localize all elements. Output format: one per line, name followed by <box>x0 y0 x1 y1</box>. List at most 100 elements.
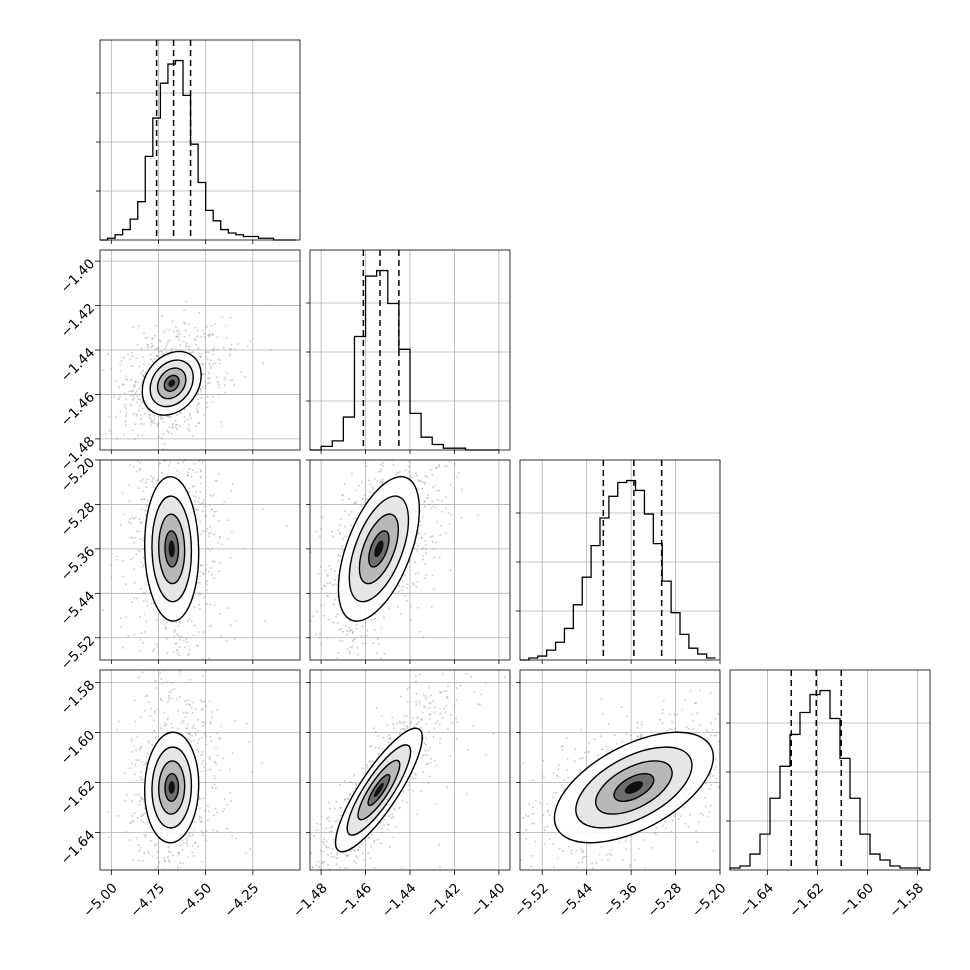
sample-point <box>392 727 395 730</box>
sample-point <box>189 834 192 837</box>
sample-point <box>199 469 202 472</box>
sample-point <box>607 723 610 725</box>
sample-point <box>199 699 202 702</box>
sample-point <box>318 636 321 639</box>
sample-point <box>205 385 208 387</box>
sample-point <box>398 720 401 723</box>
sample-point <box>437 499 440 501</box>
sample-point <box>217 393 220 396</box>
sample-point <box>132 466 135 469</box>
sample-point <box>431 574 434 577</box>
sample-point <box>146 752 149 755</box>
sample-point <box>120 626 123 628</box>
sample-point <box>215 480 218 482</box>
sample-point <box>130 600 133 603</box>
sample-point <box>203 596 206 599</box>
sample-point <box>129 518 132 521</box>
sample-point <box>190 620 193 623</box>
sample-point <box>150 358 152 361</box>
sample-point <box>179 638 181 641</box>
sample-point <box>206 396 209 399</box>
sample-point <box>194 731 197 734</box>
sample-point <box>144 337 147 340</box>
sample-point <box>133 596 135 599</box>
sample-point <box>134 392 137 395</box>
sample-point <box>587 751 590 754</box>
sample-point <box>351 645 354 648</box>
sample-point <box>151 360 154 363</box>
sample-point <box>128 358 131 361</box>
sample-point <box>226 607 229 610</box>
sample-point <box>229 379 232 382</box>
sample-point <box>380 468 383 470</box>
sample-point <box>445 690 448 692</box>
sample-point <box>175 336 177 338</box>
sample-point <box>374 477 377 480</box>
sample-point <box>157 421 160 424</box>
sample-point <box>326 853 329 856</box>
sample-point <box>418 630 421 633</box>
sample-point <box>371 760 374 763</box>
sample-point <box>203 732 206 735</box>
sample-point <box>201 362 204 365</box>
sample-point <box>349 652 351 655</box>
sample-point <box>205 829 208 832</box>
sample-point <box>349 646 352 649</box>
sample-point <box>196 348 199 351</box>
sample-point <box>329 831 332 833</box>
sample-point <box>250 831 253 834</box>
sample-point <box>140 745 143 748</box>
sample-point <box>577 861 580 864</box>
sample-point <box>424 544 427 547</box>
sample-point <box>433 727 436 730</box>
sample-point <box>319 535 321 538</box>
sample-point <box>685 726 688 729</box>
sample-point <box>203 413 206 416</box>
sample-point <box>145 762 148 765</box>
sample-point <box>215 510 218 513</box>
sample-point <box>145 600 148 603</box>
sample-point <box>194 507 197 510</box>
sample-point <box>216 380 219 383</box>
sample-point <box>141 401 144 404</box>
sample-point <box>415 474 418 477</box>
sample-point <box>221 425 224 428</box>
sample-point <box>197 398 200 401</box>
sample-point <box>183 335 186 338</box>
sample-point <box>431 473 434 476</box>
sample-point <box>213 814 216 817</box>
sample-point <box>379 842 382 845</box>
sample-point <box>169 414 172 417</box>
sample-point <box>664 827 667 830</box>
sample-point <box>343 483 346 486</box>
sample-point <box>694 702 697 705</box>
sample-point <box>159 417 162 420</box>
sample-point <box>377 753 380 756</box>
panel-frame <box>519 669 721 871</box>
sample-point <box>198 738 201 741</box>
sample-point <box>131 355 134 358</box>
sample-point <box>440 500 443 503</box>
sample-point <box>566 769 569 772</box>
sample-point <box>404 469 407 472</box>
sample-point <box>211 716 214 719</box>
sample-point <box>330 852 332 855</box>
sample-point <box>358 845 361 848</box>
sample-point <box>182 639 185 642</box>
sample-point <box>156 355 159 358</box>
sample-point <box>166 681 168 684</box>
sample-point <box>373 867 376 869</box>
sample-point <box>315 530 318 533</box>
sample-point <box>442 707 445 710</box>
sample-point <box>194 326 197 329</box>
sample-point <box>155 843 158 845</box>
sample-point <box>151 422 154 425</box>
sample-point <box>142 641 145 644</box>
sample-point <box>419 479 422 482</box>
sample-point <box>333 598 336 601</box>
sample-point <box>455 737 458 740</box>
sample-point <box>319 604 322 607</box>
sample-point <box>146 346 149 349</box>
sample-point <box>141 400 144 403</box>
sample-point <box>344 867 346 870</box>
